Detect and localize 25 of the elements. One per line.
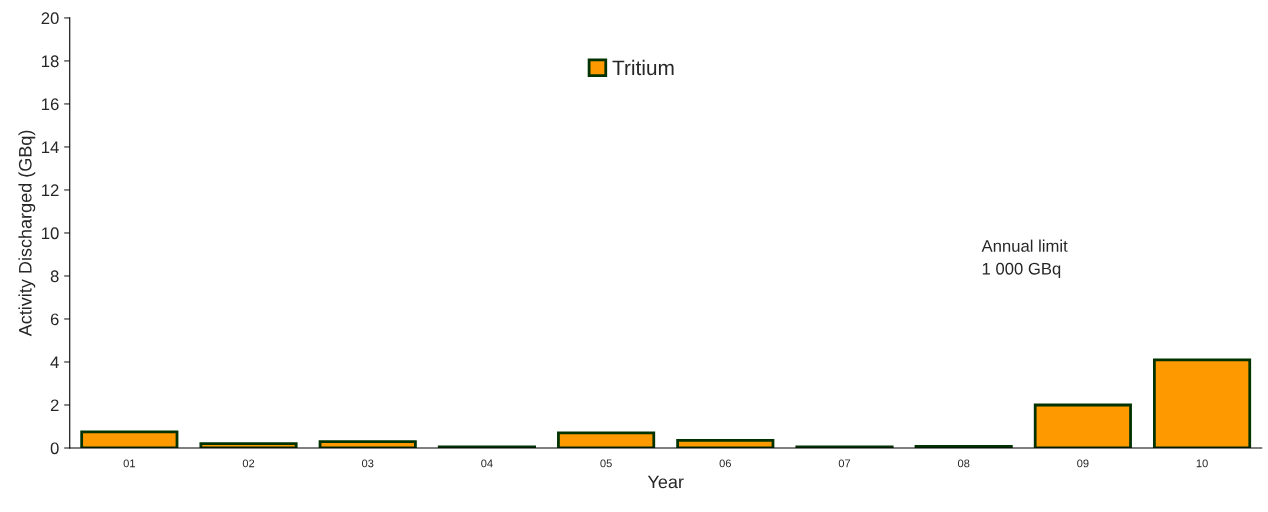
x-tick-label: 04: [481, 459, 493, 468]
legend-label: Tritium: [612, 59, 674, 76]
y-tick-label: 4: [50, 356, 59, 369]
y-tick-label: 0: [50, 442, 59, 455]
x-tick-label: 07: [838, 459, 851, 468]
y-tick-label: 18: [42, 55, 59, 68]
y-tick-label: 12: [42, 184, 59, 196]
x-tick-label: 08: [957, 459, 970, 468]
x-tick-label: 10: [1196, 459, 1208, 468]
annotation: Annual limit 1 000 GBq: [981, 239, 1068, 278]
x-tick-label: 02: [242, 459, 255, 468]
x-tick-label: 05: [600, 459, 612, 468]
x-tick-label: 06: [719, 459, 731, 468]
y-tick-label: 20: [41, 12, 59, 25]
y-tick-label: 2: [50, 399, 59, 412]
y-tick-label: 6: [50, 313, 59, 326]
y-tick-label: 8: [50, 270, 59, 283]
x-tick-label: 03: [361, 459, 374, 468]
x-tick-label: 01: [123, 459, 135, 468]
x-tick-label: 09: [1077, 459, 1089, 468]
y-tick-label: 10: [42, 227, 59, 240]
y-tick-label: 16: [42, 98, 59, 111]
x-axis-title: Year: [647, 475, 684, 489]
y-tick-label: 14: [42, 141, 59, 153]
y-axis-title: Activity Discharged (GBq): [18, 130, 36, 337]
